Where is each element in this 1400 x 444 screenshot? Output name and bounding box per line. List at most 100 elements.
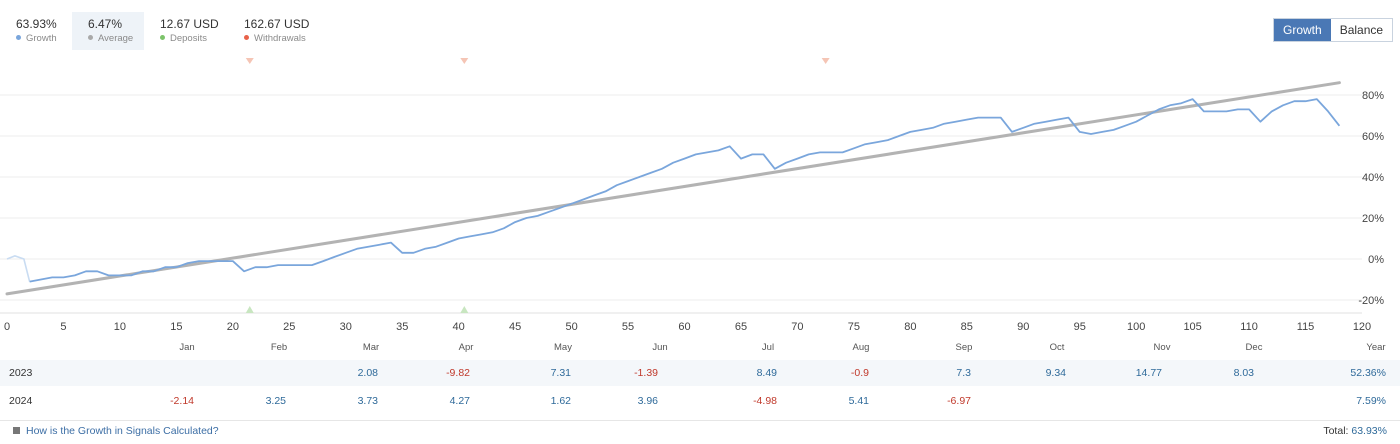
- deposit-marker: [460, 306, 469, 313]
- stat-growth[interactable]: 63.93% Growth: [0, 12, 72, 50]
- stat-growth-value: 63.93%: [16, 17, 57, 31]
- month-label: Nov: [1153, 342, 1171, 353]
- x-tick-label: 105: [1183, 321, 1201, 333]
- x-tick-label: 15: [170, 321, 182, 333]
- total-label: Total:: [1323, 425, 1349, 437]
- y-axis: -20% 0% 20% 40% 60% 80%: [1358, 90, 1384, 307]
- x-tick-label: 45: [509, 321, 521, 333]
- month-label: Sep: [955, 342, 973, 353]
- month-label: Oct: [1049, 342, 1065, 353]
- table-cell: 52.36%: [1350, 367, 1386, 379]
- x-tick-label: 60: [678, 321, 690, 333]
- x-tick-label: 115: [1297, 321, 1315, 333]
- x-tick-label: 30: [340, 321, 352, 333]
- table-cell: 3.73: [357, 395, 378, 407]
- x-tick-label: 55: [622, 321, 634, 333]
- year-label: 2023: [9, 367, 33, 379]
- x-tick-label: 35: [396, 321, 408, 333]
- month-header: Jan Feb Mar Apr May Jun Jul Aug Sep Oct Nov Dec Year: [0, 338, 1400, 358]
- y-tick-label: 40%: [1362, 172, 1384, 184]
- table-cell: 14.77: [1135, 367, 1162, 379]
- help-link-text: How is the Growth in Signals Calculated?: [26, 425, 219, 437]
- stat-deposits-value: 12.67 USD: [160, 17, 219, 31]
- x-axis: 0 5 10 15 20 25 30 35 40 45 50 55 60 65 70 75 80 85 90 95 10…: [4, 321, 1371, 333]
- chart-mode-toggle: Growth Balance: [1273, 18, 1394, 42]
- month-label: Aug: [852, 342, 870, 353]
- y-tick-label: 80%: [1362, 90, 1384, 102]
- table-cell: 3.96: [637, 395, 658, 407]
- withdrawal-marker: [460, 58, 469, 64]
- total-summary: Total: 63.93%: [1323, 425, 1387, 437]
- table-cell: -1.39: [634, 367, 658, 379]
- stat-withdrawals-value: 162.67 USD: [244, 17, 310, 31]
- total-value: 63.93%: [1351, 425, 1387, 437]
- x-tick-label: 10: [114, 321, 126, 333]
- x-tick-label: 90: [1017, 321, 1029, 333]
- stat-withdrawals[interactable]: 162.67 USD Withdrawals: [228, 12, 324, 50]
- chart-lines: [5, 81, 1341, 296]
- table-cell: -2.14: [170, 395, 194, 407]
- table-cell: -6.97: [947, 395, 971, 407]
- x-tick-label: 65: [735, 321, 747, 333]
- y-tick-label: 20%: [1362, 213, 1384, 225]
- x-tick-label: 40: [453, 321, 465, 333]
- table-cell: -0.9: [850, 367, 869, 379]
- month-label: Jan: [179, 342, 195, 353]
- table-cell: 4.27: [449, 395, 470, 407]
- y-tick-label: -20%: [1358, 295, 1384, 307]
- withdrawal-marker: [821, 58, 830, 64]
- x-tick-label: 50: [565, 321, 577, 333]
- x-tick-label: 120: [1353, 321, 1371, 333]
- stat-average-value: 6.47%: [88, 17, 123, 31]
- table-row: 2024 -2.14 3.25 3.73 4.27 1.62 3.96 -4.98 5.41 -…: [0, 388, 1400, 414]
- balance-button[interactable]: Balance: [1330, 19, 1393, 41]
- x-tick-label: 75: [848, 321, 860, 333]
- month-label: Year: [1366, 342, 1386, 353]
- month-label: Mar: [362, 342, 380, 353]
- table-cell: 3.25: [265, 395, 286, 407]
- deposit-marker: [245, 306, 254, 313]
- x-tick-label: 25: [283, 321, 295, 333]
- help-link[interactable]: How is the Growth in Signals Calculated?: [13, 425, 219, 437]
- x-tick-label: 100: [1127, 321, 1145, 333]
- stat-average[interactable]: 6.47% Average: [72, 12, 144, 50]
- table-cell: 7.31: [550, 367, 571, 379]
- x-tick-label: 0: [4, 321, 10, 333]
- table-row: 2023 2.08 -9.82 7.31 -1.39 8.49 -0.9 7.3 9.34 14…: [0, 360, 1400, 386]
- table-cell: -4.98: [753, 395, 777, 407]
- chart-markers: [245, 58, 830, 313]
- table-cell: 2.08: [357, 367, 378, 379]
- stat-deposits[interactable]: 12.67 USD Deposits: [144, 12, 228, 50]
- month-label: Jul: [761, 342, 775, 353]
- table-cell: 7.3: [956, 367, 971, 379]
- table-cell: 5.41: [848, 395, 869, 407]
- book-icon: [13, 426, 20, 434]
- stat-withdrawals-label: Withdrawals: [254, 33, 306, 44]
- month-label: Jun: [652, 342, 668, 353]
- footer: How is the Growth in Signals Calculated?…: [0, 420, 1400, 443]
- table-cell: 8.49: [756, 367, 777, 379]
- growth-button[interactable]: Growth: [1274, 19, 1331, 41]
- table-cell: -9.82: [446, 367, 470, 379]
- month-label: Dec: [1245, 342, 1263, 353]
- y-tick-label: 60%: [1362, 131, 1384, 143]
- table-cell: 8.03: [1233, 367, 1254, 379]
- x-tick-label: 95: [1074, 321, 1086, 333]
- year-label: 2024: [9, 395, 33, 407]
- chart-grid: [0, 94, 1362, 314]
- table-cell: 7.59%: [1356, 395, 1386, 407]
- x-tick-label: 20: [227, 321, 239, 333]
- stat-growth-label: Growth: [26, 33, 57, 44]
- withdrawal-marker: [245, 58, 254, 64]
- deposits-dot-icon: [160, 34, 165, 40]
- x-tick-label: 85: [961, 321, 973, 333]
- month-label: May: [554, 342, 572, 353]
- table-cell: 9.34: [1045, 367, 1066, 379]
- x-tick-label: 70: [791, 321, 803, 333]
- month-label: Feb: [270, 342, 288, 353]
- average-dot-icon: [88, 34, 93, 40]
- y-tick-label: 0%: [1368, 254, 1384, 266]
- growth-dot-icon: [16, 34, 21, 40]
- withdrawals-dot-icon: [244, 34, 249, 40]
- month-label: Apr: [458, 342, 474, 353]
